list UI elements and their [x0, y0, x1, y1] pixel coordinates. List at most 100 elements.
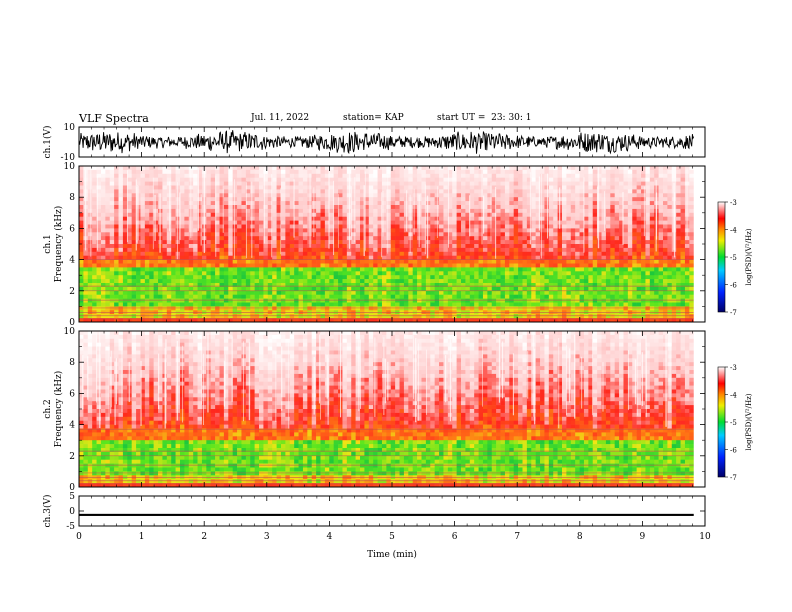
- spectrogram-cell: [241, 228, 247, 233]
- spectrogram-cell: [114, 247, 119, 253]
- spectrogram-cell: [280, 216, 286, 221]
- spectrogram-cell: [263, 294, 269, 299]
- spectrogram-cell: [122, 290, 128, 295]
- spectrogram-cell: [105, 298, 111, 303]
- spectrogram-cell: [570, 247, 576, 253]
- spectrogram-cell: [434, 259, 440, 264]
- spectrogram-cell: [504, 185, 510, 190]
- spectrogram-cell: [461, 314, 466, 319]
- spectrogram-cell: [575, 205, 580, 210]
- spectrogram-cell: [465, 267, 471, 272]
- spectrogram-cell: [267, 298, 273, 303]
- spectrogram-cell: [500, 275, 506, 280]
- spectrogram-cell: [210, 228, 216, 233]
- spectrogram-cell: [386, 251, 392, 256]
- spectrogram-cell: [289, 286, 295, 292]
- spectrogram-cell: [79, 228, 84, 233]
- spectrogram-cell: [395, 279, 400, 284]
- spectrogram-cell: [311, 169, 317, 175]
- spectrogram-cell: [439, 240, 444, 245]
- spectrogram-cell: [579, 298, 585, 303]
- spectrogram-cell: [540, 275, 545, 280]
- spectrogram-cell: [482, 197, 488, 202]
- spectrogram-cell: [592, 247, 598, 253]
- spectrogram-cell: [280, 275, 286, 280]
- spectrogram-cell: [403, 263, 409, 268]
- spectrogram-cell: [179, 228, 185, 233]
- spectrogram-cell: [579, 263, 585, 268]
- spectrogram-cell: [83, 306, 89, 311]
- spectrogram-cell: [302, 275, 308, 280]
- spectrogram-cell: [355, 224, 361, 229]
- spectrogram-cell: [368, 181, 374, 186]
- spectrogram-cell: [184, 259, 190, 264]
- spectrogram-cell: [610, 247, 615, 253]
- spectrogram-cell: [114, 302, 119, 307]
- spectrogram-cell: [232, 169, 238, 175]
- spectrogram-cell: [417, 251, 422, 256]
- spectrogram-cell: [399, 185, 405, 190]
- spectrogram-cell: [417, 275, 422, 280]
- spectrogram-cell: [351, 173, 356, 178]
- spectrogram-cell: [127, 247, 132, 253]
- spectrogram-cell: [122, 306, 128, 311]
- spectrogram-cell: [179, 290, 185, 295]
- spectrogram-cell: [316, 247, 321, 253]
- spectrogram-cell: [368, 314, 374, 319]
- spectrogram-cell: [553, 263, 558, 268]
- spectrogram-cell: [118, 201, 124, 206]
- spectrogram-cell: [338, 314, 343, 319]
- spectrogram-cell: [412, 314, 418, 319]
- spectrogram-cell: [79, 298, 84, 303]
- spectrogram-cell: [430, 306, 435, 311]
- spectrogram-cell: [215, 279, 220, 284]
- spectrogram-cell: [96, 228, 102, 233]
- spectrogram-cell: [355, 240, 361, 245]
- spectrogram-cell: [434, 244, 440, 249]
- spectrogram-cell: [267, 306, 273, 311]
- spectrogram-cell: [487, 197, 493, 202]
- spectrogram-cell: [158, 306, 163, 311]
- spectrogram-cell: [87, 181, 93, 186]
- spectrogram-cell: [610, 283, 615, 288]
- spectrogram-cell: [333, 169, 339, 175]
- spectrogram-cell: [439, 232, 444, 237]
- spectrogram-cell: [285, 212, 291, 217]
- spectrogram-cell: [368, 166, 374, 171]
- spectrogram-cell: [118, 181, 124, 186]
- spectrogram-cell: [100, 181, 106, 186]
- spectrogram-cell: [461, 181, 466, 186]
- spectrogram-cell: [412, 255, 418, 260]
- spectrogram-cell: [601, 298, 607, 303]
- spectrogram-cell: [162, 298, 168, 303]
- spectrogram-cell: [461, 298, 466, 303]
- spectrogram-cell: [280, 279, 286, 284]
- spectrogram-cell: [399, 318, 405, 323]
- spectrogram-cell: [338, 302, 343, 307]
- spectrogram-cell: [105, 306, 111, 311]
- spectrogram-cell: [210, 283, 216, 288]
- spectrogram-cell: [526, 259, 532, 264]
- spectrogram-cell: [461, 201, 466, 206]
- spectrogram-cell: [197, 166, 203, 171]
- spectrogram-cell: [570, 232, 576, 237]
- spectrogram-cell: [228, 294, 233, 299]
- spectrogram-cell: [96, 236, 102, 241]
- spectrogram-cell: [575, 201, 580, 206]
- spectrogram-cell: [588, 181, 594, 186]
- spectrogram-cell: [245, 318, 251, 323]
- spectrogram-cell: [96, 255, 102, 260]
- spectrogram-cell: [193, 286, 198, 292]
- spectrogram-cell: [136, 169, 141, 175]
- spectrogram-cell: [92, 314, 97, 319]
- spectrogram-cell: [215, 189, 220, 194]
- spectrogram-cell: [535, 201, 541, 206]
- spectrogram-cell: [373, 205, 378, 210]
- spectrogram-cell: [166, 244, 172, 249]
- spectrogram-cell: [425, 189, 431, 194]
- spectrogram-cell: [272, 318, 277, 323]
- spectrogram-cell: [548, 220, 554, 225]
- spectrogram-cell: [566, 205, 572, 210]
- spectrogram-cell: [87, 255, 93, 260]
- spectrogram-cell: [425, 259, 431, 264]
